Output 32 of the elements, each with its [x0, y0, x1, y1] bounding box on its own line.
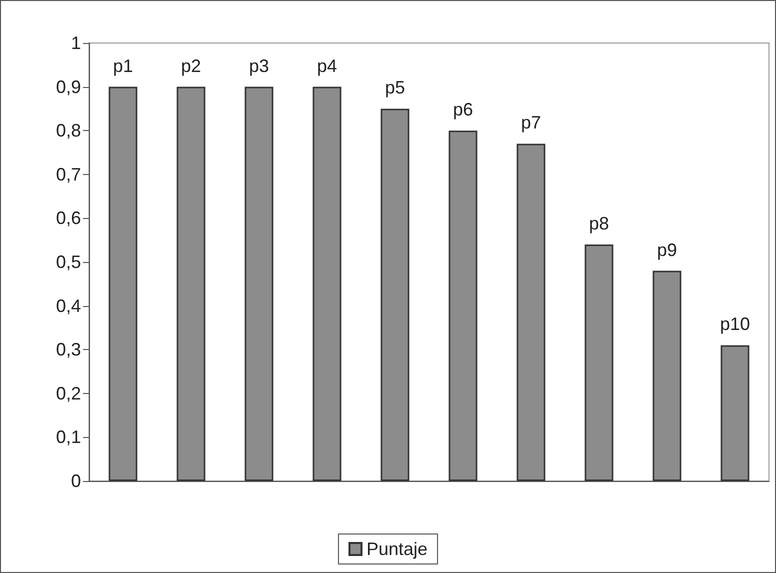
- y-tick-label: 0,3: [56, 340, 81, 360]
- y-tick-label: 0,2: [56, 383, 81, 404]
- y-tick-label: 0,6: [56, 208, 81, 228]
- x-tick-label: p5: [384, 78, 406, 98]
- bar: [516, 144, 546, 481]
- x-tick-label: p1: [112, 56, 134, 76]
- x-tick-label: p10: [720, 314, 750, 334]
- bar: [108, 86, 138, 481]
- bar: [380, 108, 410, 481]
- y-tick-label: 1: [70, 33, 81, 53]
- x-tick-label: p6: [452, 100, 474, 120]
- bar: [652, 270, 682, 481]
- y-tick-label: 0,7: [56, 164, 81, 184]
- bar: [244, 86, 274, 481]
- bar: [448, 130, 478, 481]
- bar: [176, 86, 206, 481]
- y-tick-label: 0: [70, 471, 81, 491]
- x-tick-label: p3: [248, 56, 270, 76]
- y-tick-label: 0,5: [56, 252, 81, 272]
- x-tick-label: p4: [316, 56, 338, 76]
- legend-label: Puntaje: [366, 539, 428, 559]
- y-tick-label: 0,9: [56, 76, 81, 97]
- y-tick-label: 0,4: [56, 296, 81, 316]
- bar: [584, 244, 614, 481]
- y-tick-label: 0,8: [56, 120, 81, 141]
- x-tick-label: p7: [520, 112, 542, 133]
- x-tick-label: p8: [588, 213, 610, 234]
- x-tick-label: p2: [180, 56, 202, 76]
- x-tick-label: p9: [656, 240, 678, 260]
- bar: [720, 345, 750, 481]
- y-tick-label: 0,1: [56, 427, 81, 448]
- bar: [312, 86, 342, 481]
